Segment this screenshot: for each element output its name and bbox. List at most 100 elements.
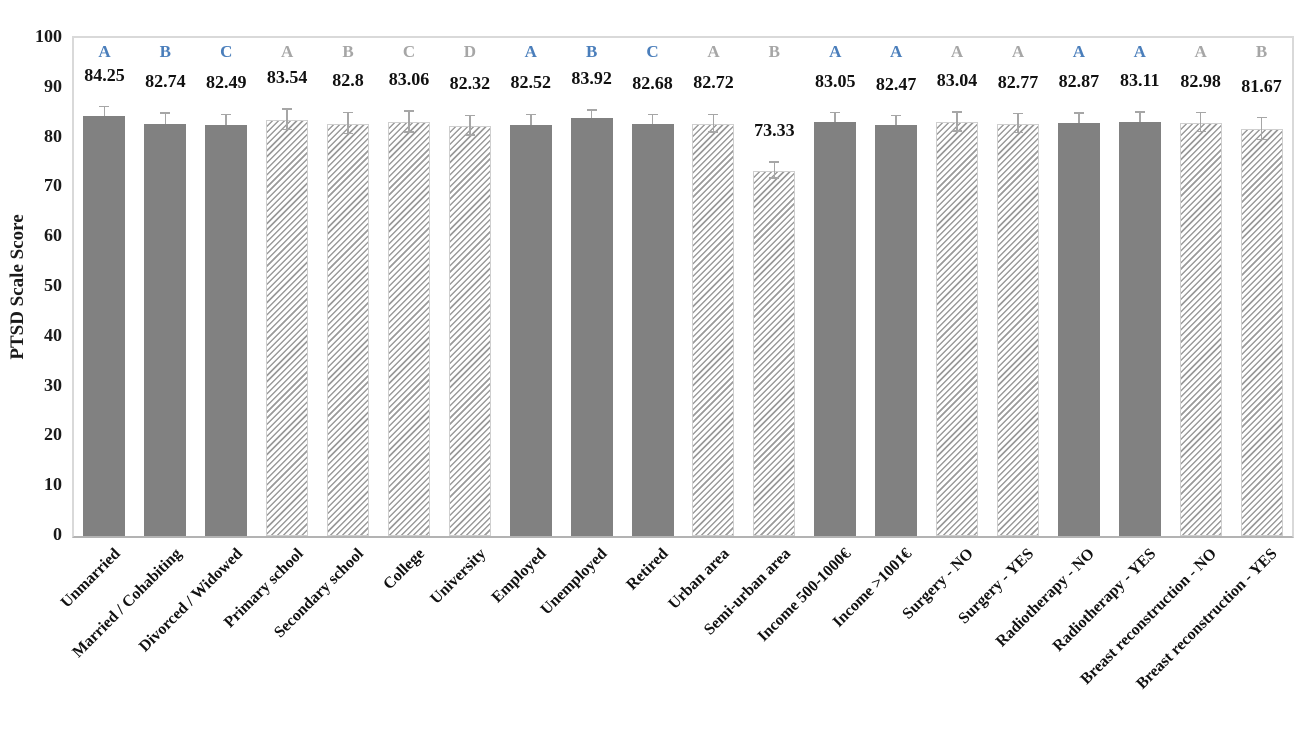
- bar-slot: 82.8 B: [318, 38, 379, 536]
- bar-group-letter: A: [1194, 42, 1207, 61]
- bar-slot: 83.04 A: [927, 38, 988, 536]
- bar-slot: 83.92 B: [561, 38, 622, 536]
- bar-group-letter: B: [159, 42, 172, 61]
- bar-solid: [570, 118, 613, 536]
- error-bar: [286, 109, 288, 131]
- y-axis-tick: 40: [44, 324, 62, 345]
- error-bar-cap-top: [952, 111, 963, 113]
- bar-hatched: [1179, 122, 1222, 536]
- y-axis-tick: 100: [35, 26, 62, 46]
- bar-slot: 82.49 C: [196, 38, 257, 536]
- error-bar: [895, 116, 897, 126]
- error-bar: [651, 115, 654, 125]
- bar-slot: 82.52 A: [500, 38, 561, 536]
- error-bar: [712, 115, 715, 134]
- bar-group-letter: A: [1133, 42, 1146, 61]
- bar-solid: [1057, 123, 1100, 536]
- error-bar-cap-top: [282, 107, 293, 110]
- bar-slot: 82.77 A: [988, 38, 1049, 536]
- error-bar: [347, 113, 349, 135]
- bar-group-letter: A: [890, 42, 903, 61]
- bar-slot: 83.06 C: [379, 38, 440, 536]
- bar-hatched: [448, 126, 491, 536]
- error-bar: [956, 113, 958, 132]
- bar-value-label: 82.98: [1180, 70, 1221, 91]
- error-bar: [164, 114, 167, 124]
- bar-group-letter: C: [646, 42, 659, 61]
- bar-group-letter: A: [281, 42, 294, 61]
- error-bar: [773, 162, 776, 179]
- bar-value-label: 82.49: [206, 72, 247, 93]
- bar-slot: 82.47 A: [866, 38, 927, 536]
- bar-group-letter: C: [402, 42, 416, 61]
- bar-value-label: 73.33: [754, 120, 795, 141]
- error-bar-cap-top: [525, 113, 536, 116]
- bar-group-letter: A: [524, 42, 537, 61]
- bar-slot: 82.87 A: [1048, 38, 1109, 536]
- bar-value-label: 81.67: [1241, 75, 1282, 96]
- y-axis-tick: 70: [44, 175, 62, 196]
- bar-slot: 82.74 B: [135, 38, 196, 536]
- error-bar-cap-top: [891, 114, 902, 117]
- bar-solid: [509, 125, 552, 536]
- bar-solid: [1118, 122, 1161, 536]
- bar-hatched: [753, 170, 796, 536]
- bar-value-label: 83.92: [571, 67, 612, 88]
- error-bar: [1199, 113, 1202, 133]
- bar-solid: [83, 116, 126, 536]
- error-bar-cap-top: [830, 111, 841, 114]
- bar-value-label: 82.74: [145, 71, 186, 92]
- bar-value-label: 82.32: [449, 73, 491, 94]
- error-bar-cap-top: [1012, 112, 1023, 115]
- bar-slot: 82.68 C: [622, 38, 683, 536]
- bar-value-label: 83.04: [936, 70, 978, 91]
- error-bar-cap-bottom: [1195, 130, 1206, 133]
- x-axis-label: Unmarried: [57, 545, 124, 612]
- x-axis-label: Radiotherapy - YES: [1049, 545, 1160, 655]
- error-bar: [590, 110, 593, 119]
- y-axis-tick: 60: [44, 225, 62, 246]
- error-bar-cap-bottom: [1012, 131, 1023, 134]
- error-bar: [408, 111, 410, 133]
- bar-hatched: [327, 123, 370, 536]
- error-bar-cap-top: [1073, 112, 1084, 114]
- bar-group-letter: A: [829, 42, 842, 61]
- bar-group-letter: B: [342, 42, 354, 61]
- bar-hatched: [266, 119, 309, 536]
- bar-value-label: 82.87: [1058, 71, 1100, 92]
- error-bar-cap-top: [708, 113, 719, 116]
- bar-slot: 83.54 A: [257, 38, 318, 536]
- bar-group-letter: A: [1011, 42, 1025, 61]
- y-axis-tick: 50: [44, 275, 62, 295]
- error-bar-cap-top: [1134, 111, 1145, 113]
- error-bar-cap-top: [647, 113, 658, 116]
- error-bar-cap-top: [160, 112, 171, 114]
- bar-group-letter: B: [768, 42, 781, 61]
- error-bar: [1138, 112, 1141, 123]
- error-bar-cap-bottom: [403, 131, 414, 133]
- error-bar-cap-bottom: [952, 130, 963, 132]
- bar-solid: [875, 125, 918, 536]
- x-axis-label: University: [426, 545, 490, 608]
- x-axis-label: Retired: [623, 545, 672, 594]
- error-bar: [103, 107, 106, 117]
- bar-solid: [814, 122, 857, 536]
- bar-group-letter: A: [1072, 42, 1085, 61]
- bar-hatched: [936, 122, 979, 536]
- bar-slot: 83.11 A: [1109, 38, 1170, 536]
- bar-slot: 82.98 A: [1170, 38, 1231, 536]
- bar-value-label: 83.05: [815, 70, 856, 91]
- bar-value-label: 82.68: [632, 72, 673, 93]
- y-axis-tick: 30: [44, 374, 62, 395]
- error-bar-cap-bottom: [464, 134, 475, 137]
- bar-solid: [631, 124, 674, 536]
- error-bar: [469, 116, 471, 137]
- bar-hatched: [692, 124, 735, 536]
- error-bar-cap-top: [1195, 111, 1206, 114]
- bar-group-letter: B: [1255, 42, 1268, 61]
- error-bar-cap-bottom: [343, 132, 354, 135]
- x-axis-label: Divorced / Widowed: [135, 545, 246, 656]
- bar-group-letter: A: [950, 42, 964, 61]
- y-axis-tick: 20: [44, 424, 62, 445]
